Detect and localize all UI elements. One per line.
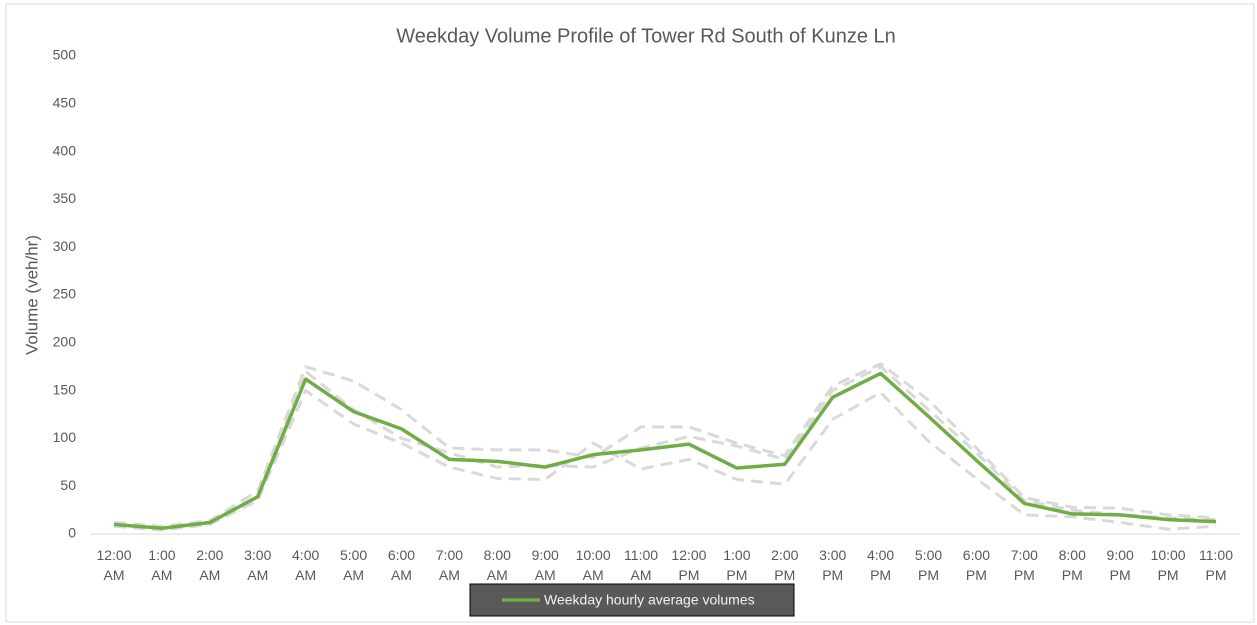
x-tick-label: 6:00 AM [388, 547, 415, 583]
x-tick-label: 10:00 PM [1151, 547, 1186, 583]
y-tick-label: 500 [53, 47, 77, 63]
y-tick-label: 50 [60, 477, 76, 493]
y-tick-label: 0 [68, 525, 76, 541]
y-tick-label: 300 [53, 238, 77, 254]
x-tick-label: 3:00 AM [244, 547, 271, 583]
chart-border [5, 3, 1255, 623]
x-tick-label: 6:00 PM [963, 547, 990, 583]
x-tick-label: 8:00 AM [484, 547, 511, 583]
x-tick-label: 7:00 PM [1011, 547, 1038, 583]
x-tick-label: 12:00 AM [96, 547, 131, 583]
legend: Weekday hourly average volumes [469, 583, 795, 617]
x-tick-label: 4:00 PM [867, 547, 894, 583]
x-tick-label: 4:00 AM [292, 547, 319, 583]
x-tick-label: 10:00 AM [576, 547, 611, 583]
y-tick-label: 200 [53, 334, 77, 350]
x-tick-label: 1:00 AM [148, 547, 175, 583]
chart-title: Weekday Volume Profile of Tower Rd South… [396, 25, 896, 47]
dashed-line [113, 362, 1217, 528]
dashed-line [113, 389, 1217, 532]
legend-label: Weekday hourly average volumes [544, 592, 755, 608]
x-tick-label: 11:00 PM [1199, 547, 1233, 583]
x-tick-label: 2:00 PM [771, 547, 798, 583]
y-tick-label: 250 [53, 286, 77, 302]
y-tick-label: 150 [53, 381, 77, 397]
x-tick-label: 3:00 PM [819, 547, 846, 583]
x-tick-label: 9:00 AM [532, 547, 559, 583]
x-tick-label: 9:00 PM [1107, 547, 1134, 583]
x-tick-label: 5:00 AM [340, 547, 367, 583]
y-tick-label: 100 [53, 429, 77, 445]
x-tick-label: 11:00 AM [624, 547, 658, 583]
y-tick-label: 450 [53, 95, 77, 111]
dashed-line [113, 365, 1217, 530]
y-tick-label: 350 [53, 190, 77, 206]
x-tick-label: 7:00 AM [436, 547, 463, 583]
y-axis-label: Volume (veh/hr) [22, 235, 41, 355]
x-tick-label: 12:00 PM [671, 547, 706, 583]
x-tick-label: 2:00 AM [196, 547, 223, 583]
x-tick-label: 1:00 PM [723, 547, 750, 583]
data-line [113, 371, 1217, 531]
y-tick-label: 400 [53, 142, 77, 158]
x-tick-label: 8:00 PM [1059, 547, 1086, 583]
x-tick-label: 5:00 PM [915, 547, 942, 583]
